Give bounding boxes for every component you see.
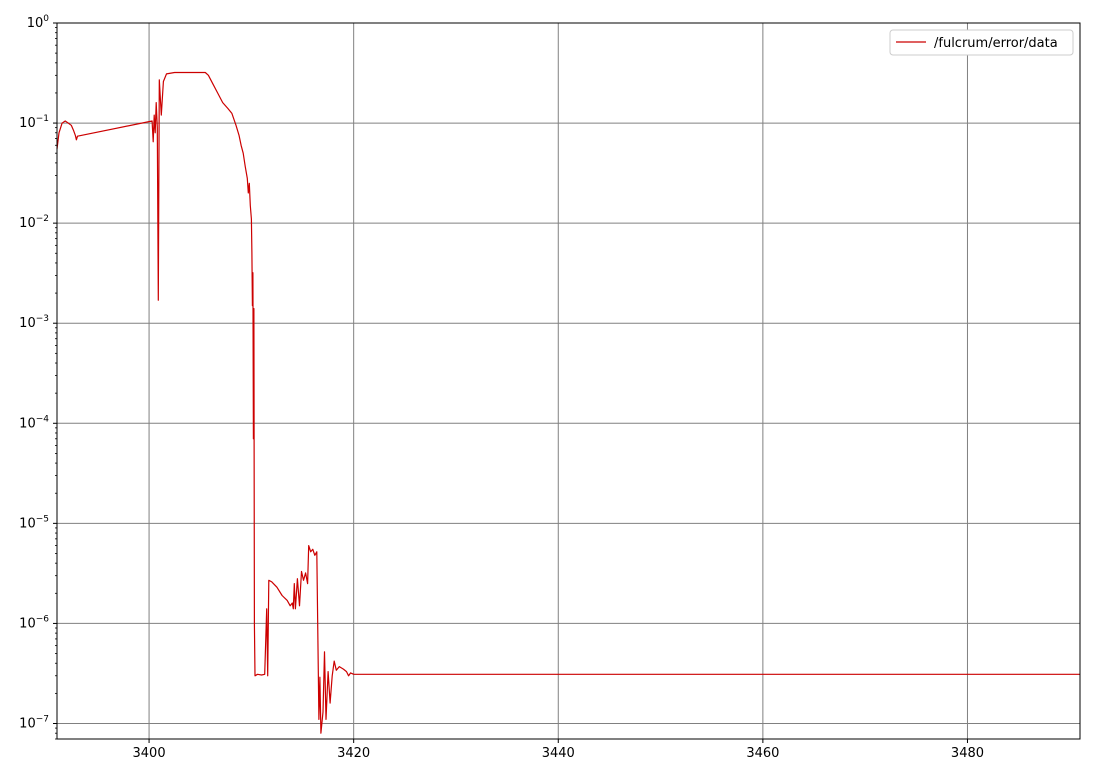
y-tick-base: 10 <box>19 716 36 731</box>
x-tick-label: 3440 <box>542 746 575 761</box>
y-tick-label: 10−1 <box>19 114 49 131</box>
y-tick-base: 10 <box>19 616 36 631</box>
x-tick-label: 3400 <box>133 746 166 761</box>
y-tick-base: 10 <box>19 316 36 331</box>
tick-layer: 3400 3420 3440 3460 348010−710−610−510−410−3… <box>19 14 984 761</box>
y-tick-label: 100 <box>27 14 50 31</box>
series-line <box>56 71 1080 734</box>
series-layer <box>56 71 1080 734</box>
y-tick-base: 10 <box>27 16 44 31</box>
y-tick-base: 10 <box>19 216 36 231</box>
y-tick-exponent: −2 <box>36 214 49 224</box>
y-tick-exponent: −1 <box>36 114 49 124</box>
y-tick-base: 10 <box>19 116 36 131</box>
y-tick-exponent: −6 <box>36 614 50 624</box>
legend-box <box>889 29 1074 56</box>
y-tick-label: 10−7 <box>19 714 49 731</box>
y-tick-label: 10−4 <box>19 414 49 431</box>
y-tick-base: 10 <box>19 516 36 531</box>
y-tick-label: 10−2 <box>19 214 49 231</box>
y-tick-exponent: −4 <box>36 414 50 424</box>
y-tick-base: 10 <box>19 416 36 431</box>
y-tick-label: 10−6 <box>19 614 49 631</box>
x-tick-label: 3420 <box>337 746 370 761</box>
x-tick-label: 3480 <box>951 746 984 761</box>
legend: /fulcrum/error/data <box>889 29 1074 56</box>
y-tick-exponent: −7 <box>36 714 49 724</box>
y-tick-exponent: −3 <box>36 314 49 324</box>
y-tick-label: 10−5 <box>19 514 49 531</box>
legend-entry: /fulcrum/error/data <box>934 36 1058 51</box>
y-tick-label: 10−3 <box>19 314 49 331</box>
plot-frame <box>56 22 1081 740</box>
y-tick-exponent: 0 <box>43 14 49 24</box>
x-tick-label: 3460 <box>746 746 779 761</box>
y-tick-exponent: −5 <box>36 514 49 524</box>
